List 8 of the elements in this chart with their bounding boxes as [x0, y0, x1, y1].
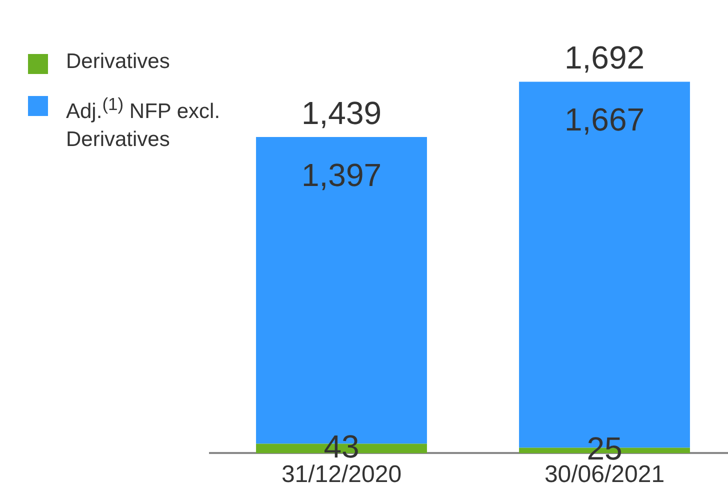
- x-tick-label: 31/12/2020: [281, 461, 402, 488]
- x-tick-label: 30/06/2021: [544, 461, 665, 488]
- data-label: 1,397: [301, 156, 382, 193]
- legend-label: Derivatives: [66, 49, 170, 75]
- total-label: 1,439: [301, 94, 382, 131]
- data-label: 1,667: [564, 102, 645, 138]
- legend-label: Adj.$^{(1)}$ NFP excl. Derivatives: [66, 93, 222, 153]
- total-label: 1,692: [564, 40, 645, 76]
